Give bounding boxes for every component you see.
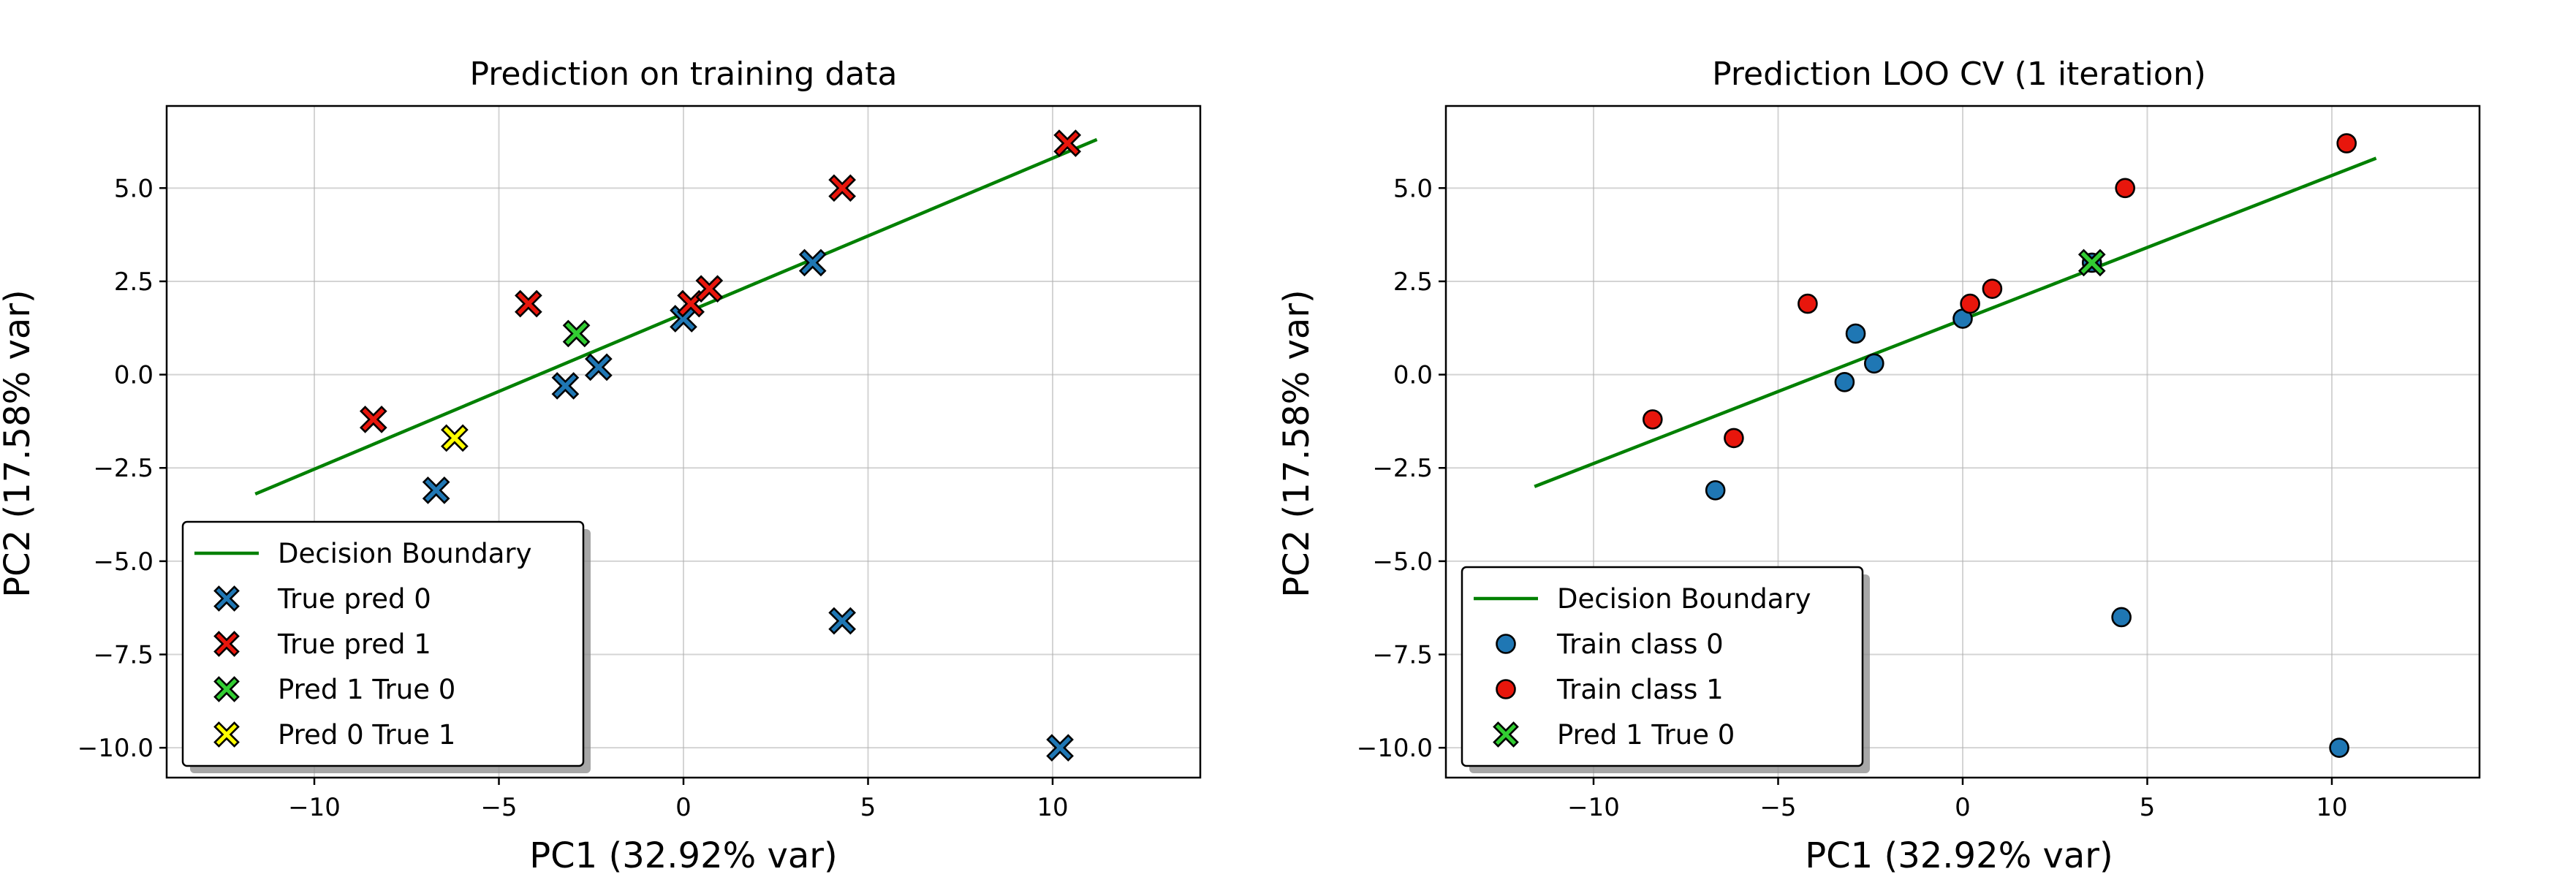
y-tick-label: 5.0 xyxy=(1393,174,1433,203)
x-tick-label: −10 xyxy=(1567,793,1620,822)
data-point xyxy=(585,353,613,381)
series-train-class-0 xyxy=(1705,252,2349,758)
y-tick-label: −2.5 xyxy=(93,454,154,483)
data-point xyxy=(1864,353,1884,374)
legend-label: Decision Boundary xyxy=(278,538,531,569)
legend-swatch-marker xyxy=(1496,634,1516,654)
data-point xyxy=(695,275,724,303)
data-point xyxy=(551,372,580,400)
x-tick-label: −5 xyxy=(1759,793,1796,822)
series-pred-1-true-0 xyxy=(2077,248,2106,277)
data-point xyxy=(2115,178,2135,199)
x-axis-ticks: −10 −5 0 5 10 xyxy=(1567,778,2348,822)
plot-frame xyxy=(1444,105,2481,779)
series-true-pred-0 xyxy=(422,248,1074,762)
plot-frame xyxy=(165,105,1202,779)
y-axis-ticks: −10.0 −7.5 −5.0 −2.5 0.0 2.5 5.0 xyxy=(77,174,167,763)
data-point xyxy=(1705,480,1726,501)
data-point xyxy=(1982,278,2003,299)
data-point xyxy=(1053,129,1082,157)
y-tick-label: −5.0 xyxy=(1372,547,1433,577)
x-tick-label: 5 xyxy=(2140,793,2156,822)
data-point xyxy=(2336,133,2357,153)
legend-label: Pred 0 True 1 xyxy=(278,719,455,751)
data-point xyxy=(2077,248,2106,277)
data-point xyxy=(515,289,542,318)
data-point xyxy=(1960,293,1980,314)
y-tick-label: 0.0 xyxy=(1393,361,1433,390)
series-true-pred-1 xyxy=(359,129,1082,433)
chart-panel-loo-cv: Prediction LOO CV (1 iteration) PC1 (32.… xyxy=(1276,56,2481,876)
data-point xyxy=(1845,323,1866,344)
y-tick-label: −2.5 xyxy=(1372,454,1433,483)
legend-swatch-marker xyxy=(213,721,240,748)
legend: Decision Boundary True pred 0 True pred 1 P… xyxy=(181,520,591,773)
legend-box xyxy=(181,520,585,767)
data-point xyxy=(562,319,591,348)
x-axis-label: PC1 (32.92% var) xyxy=(1805,835,2113,876)
data-point xyxy=(2329,737,2349,758)
legend-swatch-marker xyxy=(213,631,240,657)
data-point xyxy=(359,406,387,433)
data-point xyxy=(1797,293,1818,314)
series-pred-1-true-0 xyxy=(562,319,591,348)
legend-label: Train class 1 xyxy=(1556,674,1724,705)
chart-title: Prediction on training data xyxy=(470,56,898,93)
x-tick-label: 10 xyxy=(1037,793,1068,822)
chart-title: Prediction LOO CV (1 iteration) xyxy=(1712,56,2206,93)
legend-swatch-marker xyxy=(213,676,240,702)
legend-swatch-marker xyxy=(213,585,240,612)
y-tick-label: −7.5 xyxy=(93,641,154,670)
y-tick-label: −10.0 xyxy=(77,734,154,763)
legend-swatch-marker xyxy=(1496,679,1516,699)
x-tick-label: 10 xyxy=(2316,793,2347,822)
data-point xyxy=(828,174,856,202)
y-tick-label: 5.0 xyxy=(114,174,154,203)
x-tick-label: 5 xyxy=(860,793,876,822)
y-tick-label: 2.5 xyxy=(1393,267,1433,297)
legend-swatch-marker xyxy=(1493,721,1519,748)
x-axis-label: PC1 (32.92% var) xyxy=(529,835,838,876)
x-tick-label: −10 xyxy=(288,793,341,822)
y-tick-label: 0.0 xyxy=(114,361,154,390)
x-tick-label: 0 xyxy=(675,793,692,822)
data-point xyxy=(828,607,856,635)
data-point xyxy=(1724,428,1744,449)
y-axis-label: PC2 (17.58% var) xyxy=(0,289,38,598)
legend-label: Decision Boundary xyxy=(1557,583,1811,615)
data-point xyxy=(1643,409,1663,430)
data-point xyxy=(1046,734,1074,762)
y-tick-label: −5.0 xyxy=(93,547,154,577)
legend-label: Train class 0 xyxy=(1556,629,1724,660)
series-train-class-1 xyxy=(1643,133,2357,449)
y-tick-label: 2.5 xyxy=(114,267,154,297)
chart-panel-training: Prediction on training data PC1 (32.92% … xyxy=(0,56,1202,876)
legend-label: True pred 1 xyxy=(277,629,431,660)
data-point xyxy=(441,424,469,452)
data-point xyxy=(422,477,450,504)
x-tick-label: 0 xyxy=(1955,793,1971,822)
y-axis-ticks: −10.0 −7.5 −5.0 −2.5 0.0 2.5 5.0 xyxy=(1357,174,1446,763)
data-point xyxy=(1834,372,1855,392)
x-tick-label: −5 xyxy=(480,793,517,822)
legend-label: Pred 1 True 0 xyxy=(278,674,455,705)
data-point xyxy=(2111,607,2132,628)
y-axis-label: PC2 (17.58% var) xyxy=(1276,289,1317,598)
y-tick-label: −7.5 xyxy=(1372,641,1433,670)
legend-label: True pred 0 xyxy=(277,583,431,615)
legend-label: Pred 1 True 0 xyxy=(1557,719,1735,751)
series-pred-0-true-1 xyxy=(441,424,469,452)
legend-box xyxy=(1461,566,1864,767)
y-tick-label: −10.0 xyxy=(1357,734,1433,763)
data-point xyxy=(798,248,827,277)
legend: Decision Boundary Train class 0 Train clas… xyxy=(1461,566,1870,773)
x-axis-ticks: −10 −5 0 5 10 xyxy=(288,778,1069,822)
